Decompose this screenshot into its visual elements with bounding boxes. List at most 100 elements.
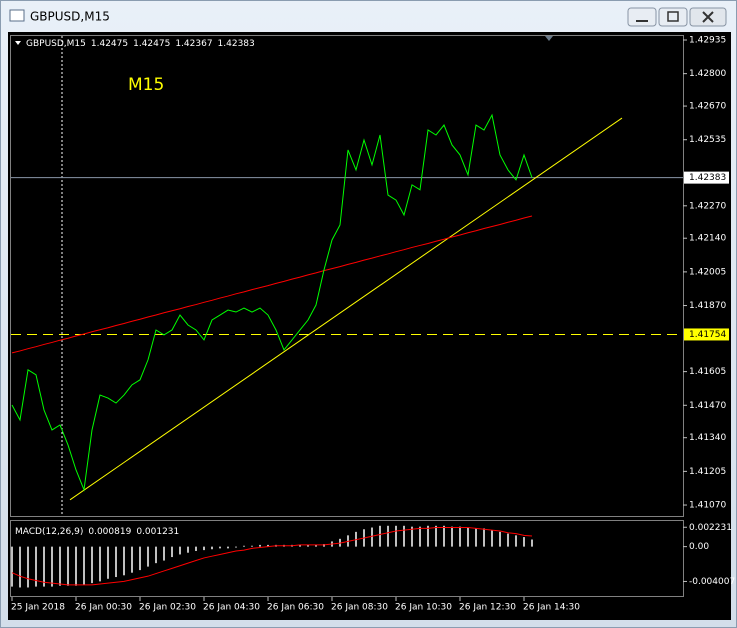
histogram-bar [139,546,141,571]
histogram-bar [163,546,165,561]
y-tick-label: 1.42670 [689,102,726,112]
histogram-bar [115,546,117,578]
histogram-bar [499,531,501,547]
y-tick-label: 1.41340 [689,433,726,443]
histogram-bar [187,546,189,553]
histogram-bar [91,546,93,584]
histogram-bar [459,526,461,547]
y-tick-label: 1.41870 [689,301,726,311]
signal-line [11,527,533,586]
histogram-bar [475,528,477,547]
histogram-bar [523,537,525,547]
histogram-bar [35,546,37,587]
y-tick-label: 1.42935 [689,35,726,45]
price-label-box [684,171,729,184]
histogram-bar [195,546,197,551]
histogram-bar [179,546,181,555]
histogram-bar [531,539,533,547]
chart-background [8,32,731,620]
x-tick-label: 26 Jan 08:30 [331,603,388,613]
histogram-bar [387,525,389,547]
minimize-button[interactable] [627,7,657,27]
signal-value: 0.001231 [136,527,179,537]
histogram-bar [51,546,53,587]
histogram-bar [507,533,509,547]
histogram-bar [11,546,13,587]
histogram-bar [259,544,261,547]
histogram-bar [491,530,493,547]
trendline [69,117,623,501]
level-label: 1.41754 [689,330,726,340]
histogram-bar [211,546,213,550]
histogram-bar [171,546,173,558]
x-tick-label: 26 Jan 00:30 [75,603,132,613]
series-line [11,215,533,354]
y-tick-label: 1.42535 [689,135,726,145]
histogram-bar [427,525,429,547]
window-icon [9,9,25,22]
histogram-bar [75,546,77,586]
y-tick-label: 1.42800 [689,69,726,79]
y-tick-label: 1.42270 [689,201,726,211]
histogram-bar [483,528,485,547]
histogram-bar [19,546,21,588]
histogram-bar [515,535,517,547]
histogram-bar [443,525,445,547]
histogram-bar [27,546,29,588]
histogram-bar [411,526,413,547]
maximize-button[interactable] [658,7,688,27]
histogram-bar [147,546,149,567]
histogram-bar [227,546,229,549]
y-tick-label: 1.41470 [689,401,726,411]
histogram-bar [59,546,61,586]
histogram-bar [235,546,237,548]
histogram-bar [379,525,381,547]
x-tick-label: 26 Jan 06:30 [267,603,324,613]
x-tick-label: 26 Jan 04:30 [203,603,260,613]
level-label-box [684,328,729,341]
window-title: GBPUSD,M15 [30,10,110,24]
y-tick-label: 0.002231 [689,523,732,533]
y-tick-label: 1.42005 [689,267,726,277]
x-tick-label: 26 Jan 12:30 [459,603,516,613]
macd-plot [11,525,533,588]
close: 1.42383 [218,39,255,49]
histogram-bar [419,526,421,547]
histogram-bar [43,546,45,587]
histogram-bar [243,545,245,547]
chart-header: GBPUSD,M15 1.42475 1.42475 1.42367 1.42383 [26,39,255,49]
x-tick-label: 26 Jan 02:30 [139,603,196,613]
histogram-bar [451,526,453,547]
main-plot [11,113,683,501]
histogram-bar [107,546,109,579]
y-tick-label: 1.41205 [689,467,726,477]
low: 1.42367 [175,39,212,49]
main-panel-frame [10,35,684,517]
histogram-bar [395,525,397,547]
x-tick-label: 25 Jan 2018 [11,603,65,613]
high: 1.42475 [133,39,170,49]
histogram-bar [267,544,269,547]
annotation: M15 [128,75,164,95]
histogram-bar [299,544,301,547]
macd-panel-frame [10,520,684,597]
series-line [11,113,533,492]
histogram-bar [403,525,405,547]
y-tick-label: 1.41605 [689,367,726,377]
histogram-bar [251,545,253,547]
x-tick-label: 26 Jan 14:30 [523,603,580,613]
price-label: 1.42383 [689,173,726,183]
y-tick-label: 1.41070 [689,501,726,511]
macd-header: MACD(12,26,9) 0.000819 0.001231 [15,527,179,537]
histogram-bar [371,527,373,547]
histogram-bar [203,546,205,551]
macd-title: MACD(12,26,9) [15,527,83,537]
histogram-bar [307,544,309,547]
macd-value: 0.000819 [88,527,131,537]
histogram-bar [155,546,157,564]
open: 1.42475 [91,39,128,49]
histogram-bar [123,546,125,576]
y-tick-label: 0.00 [689,542,709,552]
